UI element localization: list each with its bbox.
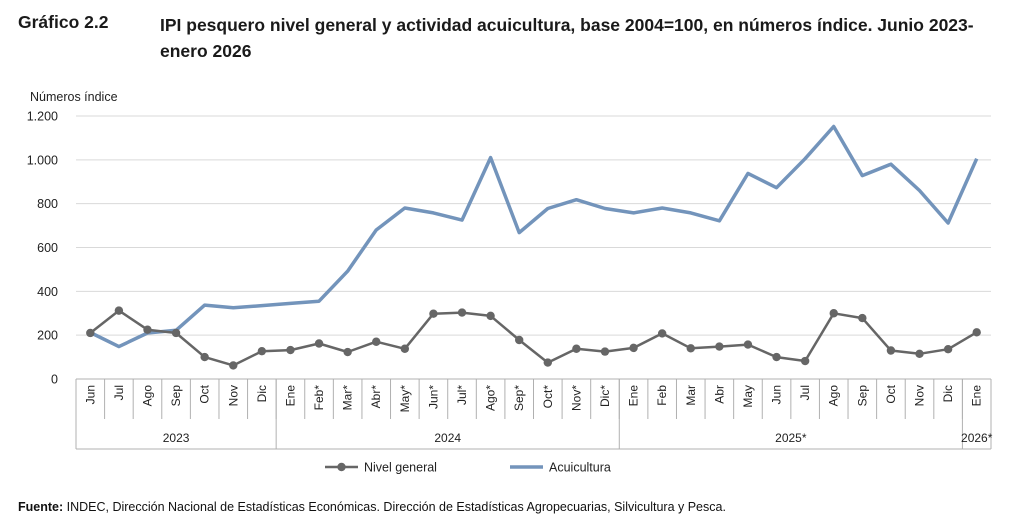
x-tick-label: Dic [255,385,269,402]
data-point [515,335,524,345]
data-point [743,340,753,349]
x-tick-label: Jun* [426,385,440,409]
data-point [457,308,467,317]
data-point [572,344,581,353]
data-point [486,311,495,321]
data-point [800,356,810,366]
data-point [143,325,152,334]
data-point [257,346,267,356]
data-point [372,337,381,346]
data-point [715,342,724,351]
year-label: 2024 [434,431,461,445]
x-tick-label: May [741,385,755,408]
data-point [600,347,610,356]
data-point [915,349,924,358]
x-tick-label: Dic [941,385,955,402]
x-tick-label: Feb* [312,385,326,411]
x-tick-label: Ene [283,385,297,407]
data-point [886,346,896,355]
x-tick-label: Feb [655,385,669,406]
data-point [86,328,95,338]
data-point [400,344,410,353]
legend-label-acuicultura: Acuicultura [549,461,611,475]
x-tick-label: Ene [627,385,641,407]
legend-marker-nivel-general [337,462,346,472]
x-tick-label: Jul [798,385,812,400]
x-tick-label: Ago [827,385,841,407]
data-point [972,328,981,337]
year-label: 2026* [961,431,993,445]
legend-label-nivel-general: Nivel general [364,461,437,475]
series-line-acuicultura [89,124,979,349]
chart-title: IPI pesquero nivel general y actividad a… [160,15,974,61]
x-tick-label: Oct [884,384,898,403]
x-tick-label: Ene [970,385,984,407]
data-point [343,347,352,357]
x-tick-label: Jul* [455,385,469,405]
x-tick-label: Jul [112,385,126,400]
data-point [286,345,295,355]
data-point [314,339,324,348]
line-chart: Números índice 0 200 400 600 800 1.000 1.200 Jun… [27,90,993,475]
y-tick-label: 600 [37,241,58,255]
x-tick-label: Nov [913,385,927,406]
x-tick-label: Oct [198,384,212,403]
data-point [629,343,638,353]
data-point [772,352,781,362]
x-tick-label: Mar [684,385,698,406]
x-tick-label: Nov* [569,385,583,411]
x-tick-label: Sep [855,385,869,407]
y-tick-label: 1.200 [27,110,58,124]
data-point [114,306,124,315]
data-point [543,358,552,367]
x-tick-label: Abr* [369,385,383,409]
x-tick-label: Sep* [512,385,526,411]
y-tick-label: 400 [37,285,58,299]
x-tick-label: Ago [140,385,154,407]
data-point [686,344,695,353]
data-point [171,328,181,338]
source-note: Fuente: INDEC, Dirección Nacional de Est… [18,500,726,514]
data-point [858,313,867,323]
source-text: INDEC, Dirección Nacional de Estadística… [66,500,726,514]
x-tick-label: Oct* [541,385,555,409]
x-tick-label: Sep [169,385,183,407]
source-label: Fuente: [18,500,64,514]
x-tick-label: Mar* [341,385,355,411]
x-tick-label: May* [398,385,412,413]
x-tick-label: Jun [83,385,97,404]
y-tick-label: 0 [51,373,58,387]
data-point [657,329,667,338]
x-tick-label: Ago* [484,385,498,411]
x-tick-label: Jun [770,385,784,404]
data-point [829,309,838,318]
year-label: 2025* [775,431,807,445]
data-point [429,309,438,318]
series-line-nivel-general [89,309,978,367]
figure-label: Gráfico 2.2 [18,12,109,32]
x-tick-label: Nov [226,385,240,406]
y-tick-label: 800 [37,197,58,211]
data-point [943,344,953,354]
data-point [229,361,238,370]
y-tick-label: 1.000 [27,153,58,167]
y-tick-label: 200 [37,329,58,343]
x-tick-label: Abr [712,385,726,404]
data-point [200,352,209,362]
y-axis-label: Números índice [30,90,118,104]
x-tick-label: Dic* [598,385,612,407]
year-label: 2023 [163,431,190,445]
